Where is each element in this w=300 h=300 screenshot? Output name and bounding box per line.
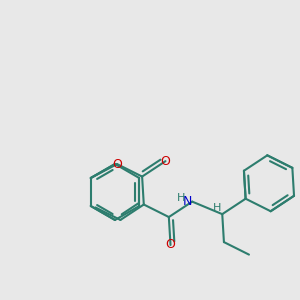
Text: N: N [182,195,192,208]
Text: H: H [213,203,221,213]
Text: H: H [177,193,185,202]
Text: O: O [166,238,176,251]
Text: O: O [160,154,170,168]
Text: O: O [112,158,122,171]
